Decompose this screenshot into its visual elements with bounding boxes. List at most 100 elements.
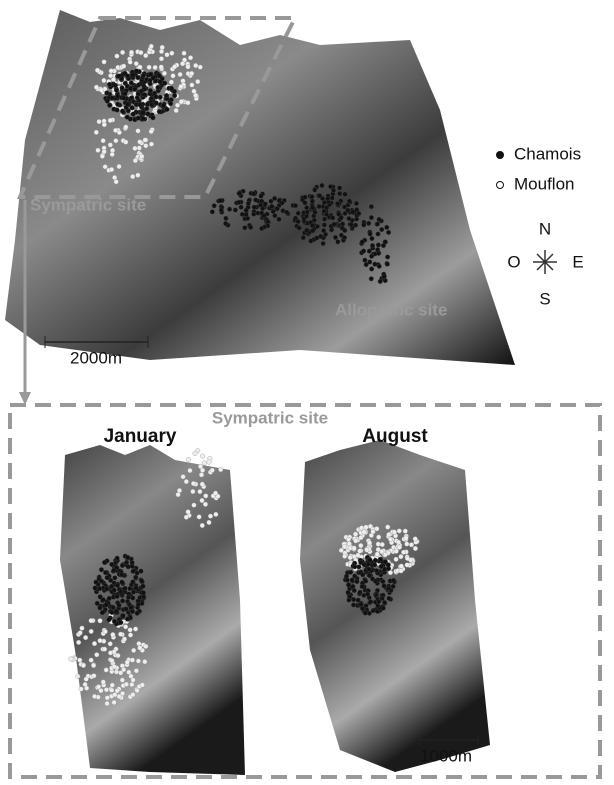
observation xyxy=(75,674,80,679)
observation xyxy=(130,658,135,663)
observation xyxy=(126,555,131,560)
legend-label: Chamois xyxy=(514,144,581,163)
observation xyxy=(81,663,86,668)
observation xyxy=(335,201,340,206)
observation xyxy=(149,102,154,107)
terrain-august xyxy=(300,440,490,772)
observation xyxy=(200,468,205,473)
observation xyxy=(269,204,274,209)
observation xyxy=(172,64,177,69)
observation xyxy=(370,577,375,582)
observation xyxy=(193,93,198,98)
observation xyxy=(186,457,191,462)
observation xyxy=(110,152,115,157)
observation xyxy=(391,578,396,583)
observation xyxy=(102,149,107,154)
observation xyxy=(120,678,125,683)
panel-title: January xyxy=(104,426,177,447)
observation xyxy=(386,563,391,568)
observation xyxy=(99,567,104,572)
observation xyxy=(385,525,390,530)
observation xyxy=(252,205,257,210)
observation xyxy=(368,558,373,563)
observation xyxy=(102,560,107,565)
observation xyxy=(120,109,125,114)
observation xyxy=(376,535,381,540)
observation xyxy=(133,146,138,151)
observation xyxy=(143,659,148,664)
observation xyxy=(218,198,223,203)
observation xyxy=(191,489,196,494)
label-sympatric: Sympatric site xyxy=(30,195,146,214)
observation xyxy=(92,694,97,699)
observation xyxy=(303,200,308,205)
observation xyxy=(136,659,141,664)
observation xyxy=(153,65,158,70)
observation xyxy=(121,64,126,69)
observation xyxy=(108,651,113,656)
observation xyxy=(375,609,380,614)
observation xyxy=(95,601,100,606)
panel-title: August xyxy=(362,426,428,447)
observation xyxy=(133,575,138,580)
observation xyxy=(144,644,149,649)
observation xyxy=(146,112,151,117)
observation xyxy=(140,683,145,688)
inset-title: Sympatric site xyxy=(212,408,328,427)
observation xyxy=(108,642,113,647)
observation xyxy=(110,658,115,663)
observation xyxy=(98,618,103,623)
observation xyxy=(303,195,308,200)
observation xyxy=(118,671,123,676)
observation xyxy=(104,668,109,673)
observation xyxy=(253,198,258,203)
observation xyxy=(258,203,263,208)
observation xyxy=(140,154,145,159)
observation xyxy=(131,648,136,653)
observation xyxy=(353,532,358,537)
observation xyxy=(120,86,125,91)
observation xyxy=(124,607,129,612)
observation xyxy=(179,84,184,89)
observation xyxy=(352,564,357,569)
observation xyxy=(397,545,402,550)
observation xyxy=(224,216,229,221)
observation xyxy=(357,565,362,570)
observation xyxy=(123,586,128,591)
observation xyxy=(342,554,347,559)
observation xyxy=(109,167,114,172)
observation xyxy=(296,211,301,216)
observation xyxy=(120,50,125,55)
observation xyxy=(379,227,384,232)
observation xyxy=(182,51,187,56)
observation xyxy=(113,83,118,88)
observation xyxy=(311,228,316,233)
observation xyxy=(367,541,372,546)
observation xyxy=(133,87,138,92)
observation xyxy=(304,205,309,210)
observation xyxy=(115,108,120,113)
observation xyxy=(130,564,135,569)
observation xyxy=(397,529,402,534)
observation xyxy=(386,586,391,591)
observation xyxy=(189,71,194,76)
observation xyxy=(125,115,130,120)
observation xyxy=(186,64,191,69)
observation xyxy=(382,584,387,589)
observation xyxy=(119,572,124,577)
observation xyxy=(115,594,120,599)
observation xyxy=(386,230,391,235)
observation xyxy=(367,567,372,572)
observation xyxy=(142,92,147,97)
observation xyxy=(413,546,418,551)
observation xyxy=(372,562,377,567)
observation xyxy=(109,562,114,567)
observation xyxy=(360,606,365,611)
observation xyxy=(218,467,223,472)
observation xyxy=(363,579,368,584)
observation xyxy=(165,52,170,57)
observation xyxy=(320,183,325,188)
observation xyxy=(385,262,390,267)
observation xyxy=(310,223,315,228)
observation xyxy=(108,118,113,123)
